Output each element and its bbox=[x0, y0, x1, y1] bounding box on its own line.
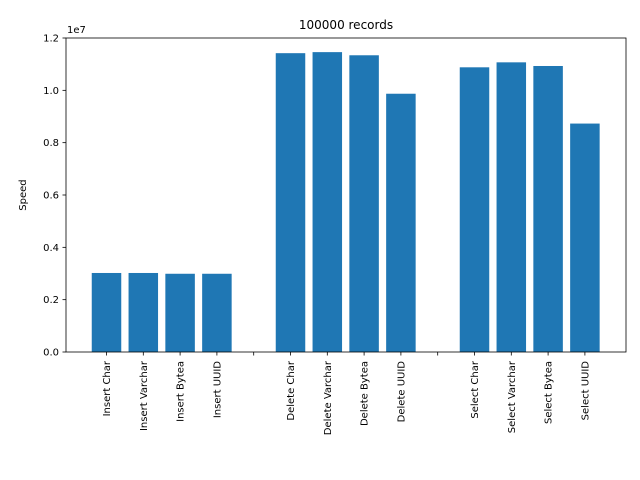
y-tick-label: 0.8 bbox=[43, 138, 59, 149]
x-tick-label: Select Varchar bbox=[507, 360, 518, 433]
x-tick-label: Delete UUID bbox=[396, 361, 407, 423]
y-scale-label: 1e7 bbox=[67, 25, 86, 36]
y-tick-label: 0.2 bbox=[43, 295, 59, 306]
x-tick-label: Delete Char bbox=[286, 360, 297, 420]
bar bbox=[533, 65, 563, 352]
chart-title: 100000 records bbox=[299, 18, 393, 32]
bar bbox=[349, 55, 379, 353]
y-tick-label: 1.0 bbox=[43, 86, 59, 97]
bar bbox=[165, 273, 195, 352]
bar bbox=[202, 273, 232, 352]
x-tick-label: Insert UUID bbox=[212, 361, 223, 418]
x-tick-label: Select Bytea bbox=[544, 361, 555, 424]
bar bbox=[459, 67, 490, 352]
x-tick-label: Delete Varchar bbox=[323, 360, 334, 435]
x-tick-label: Insert Bytea bbox=[176, 361, 187, 422]
bar bbox=[496, 62, 527, 353]
bar bbox=[275, 53, 306, 352]
y-tick-label: 0.0 bbox=[43, 348, 59, 359]
y-axis-label: Speed bbox=[18, 179, 29, 210]
x-tick-label: Select Char bbox=[470, 360, 481, 418]
x-tick-label: Insert Char bbox=[102, 360, 113, 416]
x-tick-label: Insert Varchar bbox=[139, 360, 150, 431]
plot-area: 0.0 0.2 0.4 0.6 0.8 1.0 1.2 Insert Char Insert V… bbox=[43, 34, 627, 435]
y-tick-label: 0.6 bbox=[43, 191, 59, 202]
bar bbox=[91, 272, 122, 352]
bar bbox=[128, 272, 159, 352]
bar bbox=[386, 93, 416, 353]
x-tick-label: Select UUID bbox=[580, 361, 591, 421]
y-tick-label: 0.4 bbox=[43, 243, 59, 254]
bar bbox=[312, 52, 343, 352]
y-tick-label: 1.2 bbox=[43, 34, 59, 45]
bar bbox=[570, 123, 600, 352]
x-tick-label: Delete Bytea bbox=[360, 361, 371, 426]
